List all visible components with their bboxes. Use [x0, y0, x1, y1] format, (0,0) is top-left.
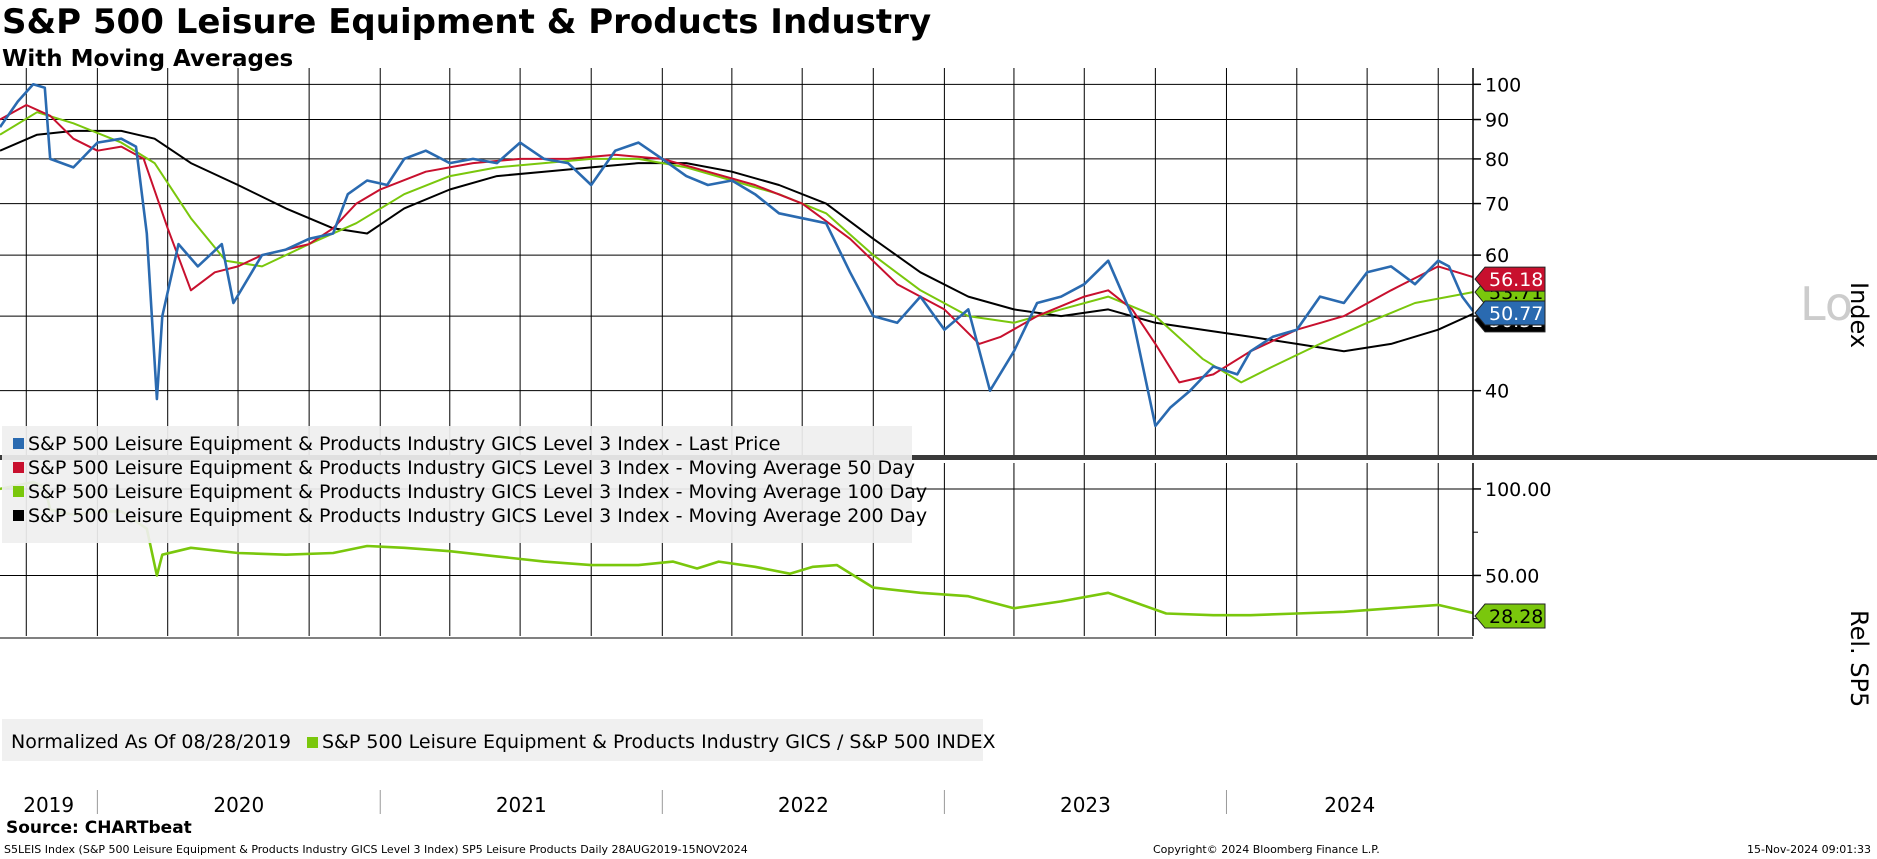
chart-title: S&P 500 Leisure Equipment & Products Ind…: [2, 2, 932, 42]
y-tick-label: 40: [1485, 381, 1509, 403]
legend-swatch: [13, 438, 24, 449]
relative-last-value-text: 28.28: [1489, 606, 1543, 628]
x-tick-label: 2022: [778, 793, 829, 817]
series-line: [0, 111, 1474, 384]
legend-swatch: [13, 486, 24, 497]
x-tick-label: 2019: [23, 793, 74, 817]
upper-legend-box: [2, 426, 912, 543]
ma50-last-value-tag: [1474, 266, 1546, 292]
x-tick-label: 2021: [496, 793, 547, 817]
y-tick-label: 100: [1485, 74, 1521, 96]
footer-timestamp: 15-Nov-2024 09:01:33: [1746, 843, 1871, 856]
y-tick-label: 90: [1485, 110, 1509, 132]
series-line: [0, 104, 1474, 384]
series-line: [0, 129, 1474, 353]
footer-description: S5LEIS Index (S&P 500 Leisure Equipment …: [4, 843, 748, 856]
x-tick-label: 2020: [213, 793, 264, 817]
legend-swatch: [13, 510, 24, 521]
ma50-last-value-text: 56.18: [1489, 269, 1543, 291]
relative-last-value-tag: [1474, 603, 1546, 629]
y-axis-title: Rel. SP5: [1845, 610, 1873, 707]
chart-subtitle: With Moving Averages: [2, 46, 294, 72]
legend-swatch: [307, 737, 318, 748]
footer-copyright: Copyright© 2024 Bloomberg Finance L.P.: [1153, 843, 1380, 856]
upper-panel-grid: [0, 68, 1473, 455]
legend-group: S&P 500 Leisure Equipment & Products Ind…: [2, 426, 996, 761]
x-tick-label: 2024: [1324, 793, 1375, 817]
series-line: [0, 83, 1475, 428]
axes-group: 40506070809010050.00100.0020192020202120…: [0, 68, 1877, 817]
legend-label: S&P 500 Leisure Equipment & Products Ind…: [28, 505, 927, 527]
last-price-value-text: 50.77: [1489, 303, 1543, 325]
panel-separator: [0, 455, 1877, 460]
source-label: Source: CHARTbeat: [6, 818, 192, 838]
legend-label: S&P 500 Leisure Equipment & Products Ind…: [28, 433, 781, 455]
y-tick-label: 50.00: [1485, 565, 1539, 587]
legend-note: Normalized As Of 08/28/2019: [11, 731, 291, 753]
y-tick-label: 70: [1485, 194, 1509, 216]
last-price-value-tag: [1474, 300, 1546, 326]
legend-swatch: [13, 462, 24, 473]
y-axis-title: Index: [1845, 282, 1873, 348]
upper-series-group: [0, 83, 1475, 428]
y-tick-label: 60: [1485, 245, 1509, 267]
y-tick-label: 100.00: [1485, 479, 1551, 501]
legend-label: S&P 500 Leisure Equipment & Products Ind…: [28, 457, 915, 479]
y-tick-label: 80: [1485, 149, 1509, 171]
watermark-text: Lo: [1800, 277, 1853, 331]
x-tick-label: 2023: [1060, 793, 1111, 817]
lower-legend-box: [2, 719, 983, 761]
legend-label: S&P 500 Leisure Equipment & Products Ind…: [322, 731, 996, 753]
legend-label: S&P 500 Leisure Equipment & Products Ind…: [28, 481, 927, 503]
